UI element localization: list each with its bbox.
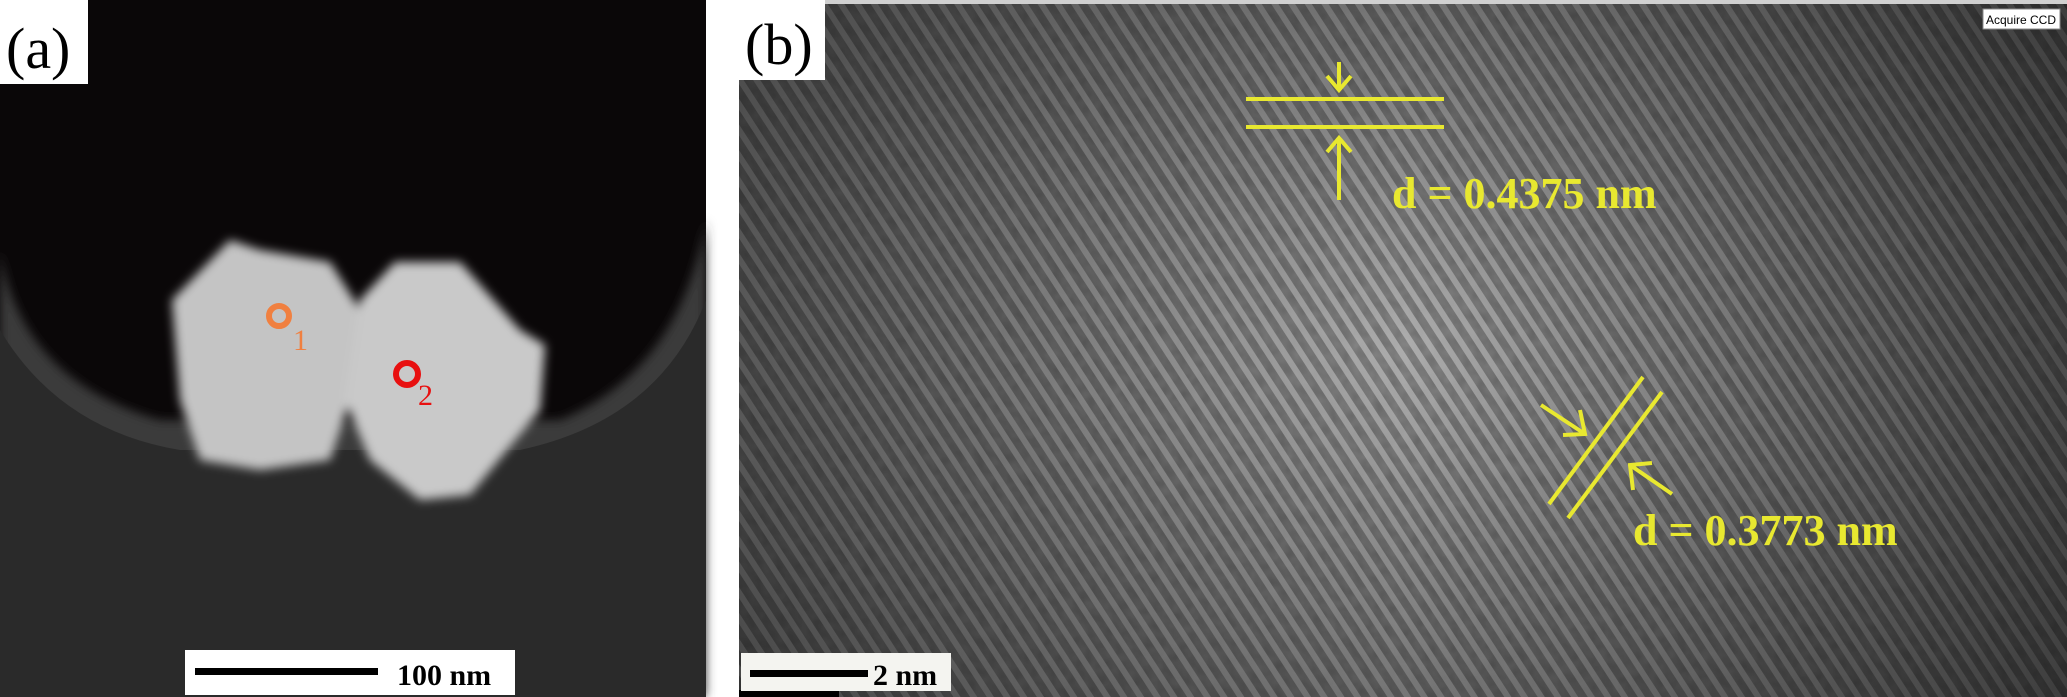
- marker-1-label: 1: [293, 324, 308, 357]
- panel-a-label-box: [0, 0, 88, 84]
- marker-1-circle: [266, 303, 292, 329]
- acquire-ccd-button[interactable]: Acquire CCD: [1982, 8, 2061, 30]
- fringe-line-2b: [1566, 390, 1664, 520]
- arrow-up-left-icon: [1627, 461, 1674, 496]
- nanoparticles: [172, 240, 545, 500]
- scale-bar-a-line: [195, 668, 378, 675]
- nanoparticle-1: [172, 240, 360, 470]
- marker-2-circle: [393, 360, 421, 388]
- d-spacing-1-marks: [1246, 62, 1444, 200]
- panel-b: (b) Acquire CCD d = 0.4375 nm d = 0.3773…: [739, 0, 2067, 697]
- hrtem-vignette: [739, 0, 2067, 697]
- d-spacing-2-marks: [1539, 375, 1674, 520]
- panel-b-label-box: [739, 0, 825, 80]
- panel-a-label: (a): [6, 16, 70, 81]
- d-spacing-1-label: d = 0.4375 nm: [1392, 169, 1657, 218]
- arrow-up-icon: [1325, 134, 1353, 200]
- panel-a: (a) 1 2 100 nm: [0, 0, 706, 697]
- panel-b-label: (b): [745, 12, 813, 77]
- scale-bar-b-label: 2 nm: [873, 659, 937, 692]
- d-spacing-2-label: d = 0.3773 nm: [1633, 506, 1898, 555]
- scale-bar-b-shadow: [739, 690, 839, 697]
- arrow-down-right-icon: [1539, 403, 1588, 437]
- nanoparticle-2: [345, 262, 545, 500]
- scale-bar-b-line: [750, 670, 868, 677]
- fringe-line-2a: [1547, 375, 1645, 506]
- substrate-body: [0, 300, 706, 697]
- marker-2-label: 2: [418, 379, 433, 412]
- panel-b-top-border: [739, 0, 2067, 4]
- arrow-down-icon: [1325, 62, 1353, 94]
- acquire-ccd-label: Acquire CCD: [1986, 13, 2056, 27]
- scale-bar-a-label: 100 nm: [397, 659, 491, 692]
